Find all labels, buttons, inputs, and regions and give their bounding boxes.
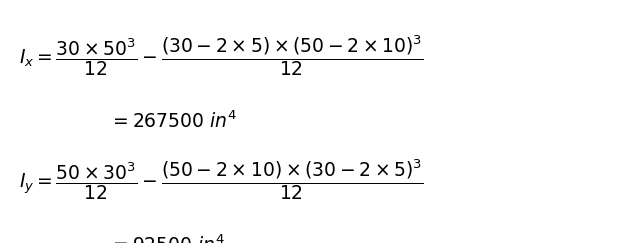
Text: $I_y = \dfrac{50 \times 30^3}{12} - \dfrac{(50 - 2 \times 10) \times (30 - 2 \ti: $I_y = \dfrac{50 \times 30^3}{12} - \dfr… bbox=[19, 158, 424, 202]
Text: $= 267500 \ \mathit{in}^4$: $= 267500 \ \mathit{in}^4$ bbox=[109, 111, 237, 132]
Text: $= 92500 \ \mathit{in}^4$: $= 92500 \ \mathit{in}^4$ bbox=[109, 235, 225, 243]
Text: $I_x = \dfrac{30 \times 50^3}{12} - \dfrac{(30 - 2 \times 5) \times (50 - 2 \tim: $I_x = \dfrac{30 \times 50^3}{12} - \dfr… bbox=[19, 34, 424, 78]
